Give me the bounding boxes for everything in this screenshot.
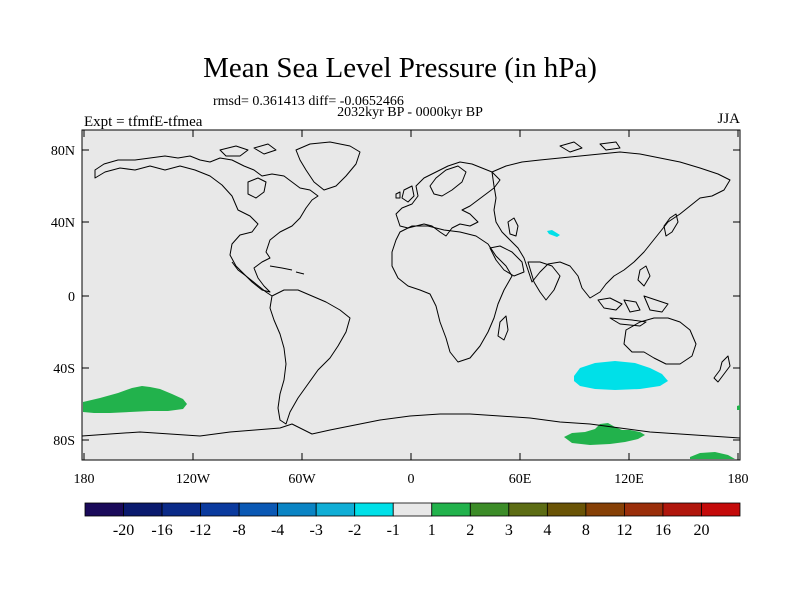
tibet-anomaly [547, 230, 560, 237]
lat-tick-label: 40N [51, 216, 75, 231]
lat-tick-label: 80N [51, 144, 75, 159]
map-panel [81, 129, 741, 461]
lat-tick-label: 40S [53, 362, 75, 377]
arabia-coast [489, 245, 525, 277]
colorbar-label: -1 [387, 522, 400, 539]
colorbar-box [469, 502, 510, 517]
japan-coast [663, 213, 679, 237]
colorbar-box [508, 502, 548, 517]
experiment-label: Expt = tfmfE-tfmea [84, 114, 203, 130]
colorbar-label: 4 [543, 522, 551, 539]
colorbar-label: -20 [113, 522, 134, 539]
lat-tick-label: 80S [53, 434, 75, 449]
hudson-bay-coast [247, 177, 267, 199]
greenland-coast [295, 141, 361, 191]
colorbar-box [315, 502, 356, 517]
madagascar-coast [497, 315, 509, 341]
colorbar-box [354, 502, 394, 517]
antarctic-coast-anomaly-southeast [690, 452, 735, 459]
colorbar-label: -16 [151, 522, 172, 539]
coastlines [81, 141, 741, 439]
latitude-axis: 80N 40N 0 40S 80S [51, 144, 740, 449]
europe-coast [395, 161, 501, 237]
caspian-coast [507, 217, 519, 237]
colorbar-label: 12 [616, 522, 632, 539]
colorbar-box [123, 502, 163, 517]
new-zealand-coast [713, 355, 731, 383]
north-america-coast [94, 155, 319, 293]
anomaly-shading [83, 230, 740, 459]
asia-coast [491, 151, 731, 299]
lon-tick-label: 60W [288, 472, 316, 487]
africa-coast [391, 225, 513, 363]
south-pacific-anomaly [83, 386, 187, 413]
lon-tick-label: 0 [408, 472, 415, 487]
south-indian-ocean-anomaly [574, 361, 668, 390]
lon-tick-label: 60E [509, 472, 532, 487]
longitude-axis: 180 120W 60W 0 60E 120E 180 [74, 130, 749, 487]
colorbar-label: -12 [190, 522, 211, 539]
colorbar-box [546, 502, 587, 517]
colorbar-label: 3 [505, 522, 513, 539]
australia-coast [623, 317, 697, 365]
colorbar-box [200, 502, 240, 517]
india-coast [527, 261, 561, 301]
colorbar-box [624, 502, 664, 517]
season-label: JJA [717, 111, 740, 127]
colorbar-box [84, 502, 124, 517]
colorbar-box [585, 502, 625, 517]
lon-tick-label: 180 [74, 472, 95, 487]
scandinavia-coast [429, 165, 467, 197]
period-subtitle: 2032kyr BP - 0000kyr BP [337, 105, 483, 120]
colorbar-label: -4 [271, 522, 284, 539]
british-isles-coast [395, 185, 415, 203]
colorbar-label: 2 [466, 522, 474, 539]
antarctic-coast-anomaly-east [564, 423, 645, 445]
colorbar-label: -2 [348, 522, 361, 539]
lon-tick-label: 120E [614, 472, 644, 487]
colorbar: -20 -16 -12 -8 -4 -3 -2 -1 1 2 3 4 8 12 16 20 [84, 502, 741, 539]
colorbar-label: -3 [310, 522, 323, 539]
colorbar-box [662, 502, 702, 517]
colorbar-label: 8 [582, 522, 590, 539]
caribbean-coast [269, 265, 305, 275]
colorbar-box [277, 502, 317, 517]
antarctic-coast-anomaly-edge [737, 405, 740, 410]
colorbar-box [701, 502, 741, 517]
arctic-islands-coast [219, 141, 621, 157]
south-america-coast [269, 289, 351, 425]
colorbar-label: -8 [232, 522, 245, 539]
colorbar-box [161, 502, 201, 517]
stats-subtitle: rmsd= 0.361413 diff= -0.0652466 [213, 94, 404, 109]
colorbar-box [392, 502, 433, 517]
colorbar-label: 16 [655, 522, 671, 539]
antarctica-coast [81, 413, 741, 439]
lon-tick-label: 120W [176, 472, 211, 487]
philippines-coast [637, 265, 651, 287]
colorbar-box [238, 502, 279, 517]
indonesia-coast [597, 295, 669, 327]
lat-tick-label: 0 [68, 290, 75, 305]
colorbar-label: 1 [428, 522, 436, 539]
central-america-coast [231, 261, 273, 297]
lon-tick-label: 180 [728, 472, 749, 487]
colorbar-label: 20 [693, 522, 709, 539]
colorbar-box [431, 502, 471, 517]
map-title: Mean Sea Level Pressure (in hPa) [203, 52, 597, 84]
